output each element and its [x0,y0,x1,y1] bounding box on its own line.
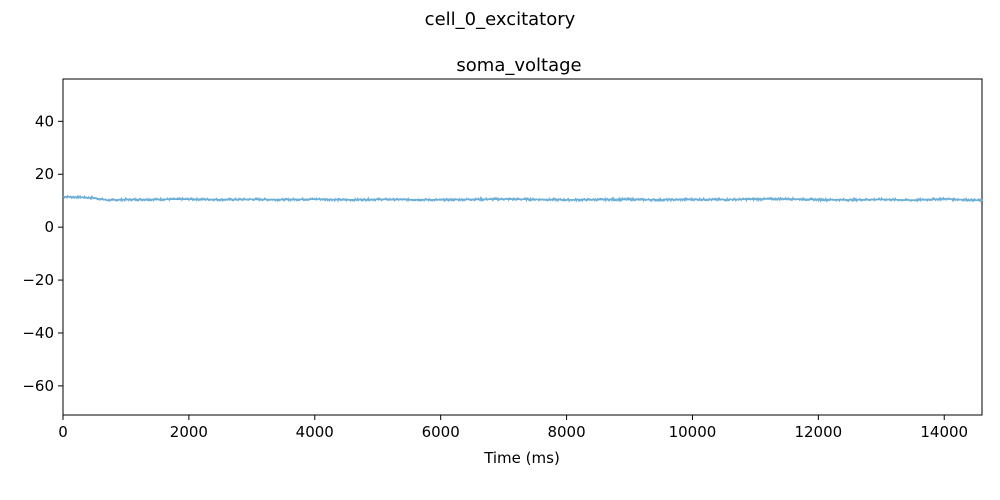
x-axis-label: Time (ms) [483,449,560,467]
x-tick-label: 10000 [669,423,717,441]
x-axis-ticks: 0 2000 4000 6000 8000 10000 12000 14000 [58,415,968,441]
y-tick-label: −20 [22,271,54,289]
x-tick-label: 14000 [920,423,968,441]
y-axis-ticks: 40 20 0 −20 −40 −60 [22,112,63,395]
x-tick-label: 4000 [296,423,334,441]
plot-area [62,78,983,416]
y-tick-label: 0 [44,218,54,236]
chart-title: soma_voltage [456,55,581,76]
x-tick-label: 12000 [794,423,842,441]
y-tick-label: −60 [22,377,54,395]
plot-frame [62,78,983,416]
series-layer [62,194,983,204]
x-tick-label: 8000 [547,423,585,441]
y-tick-label: −40 [22,324,54,342]
x-tick-label: 2000 [170,423,208,441]
x-tick-label: 0 [58,423,68,441]
y-tick-label: 20 [35,165,54,183]
x-tick-label: 6000 [422,423,460,441]
y-tick-label: 40 [35,112,54,130]
figure-suptitle: cell_0_excitatory [425,9,576,30]
series-line-noise [62,194,983,204]
